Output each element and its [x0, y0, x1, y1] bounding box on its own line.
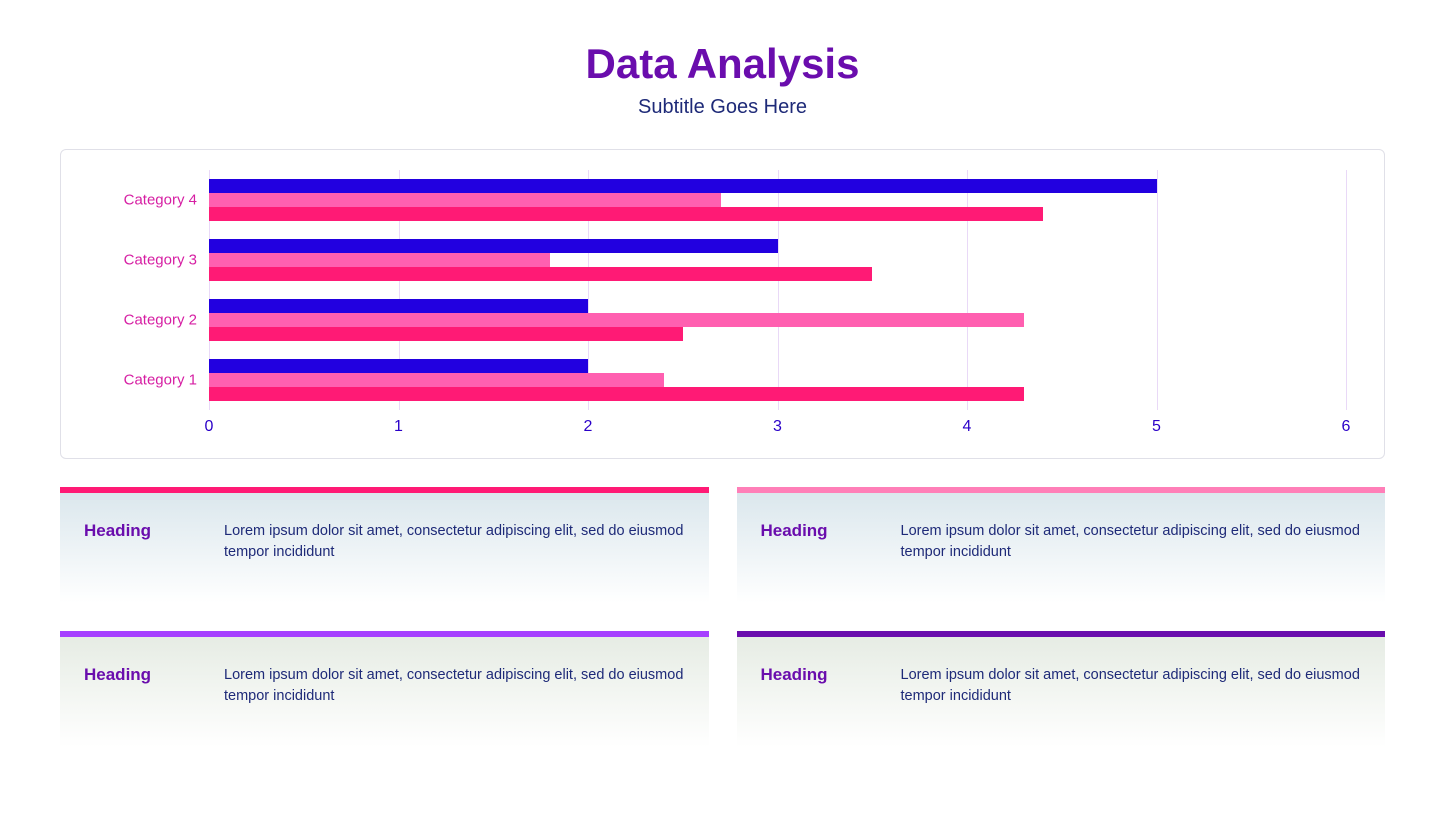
category-group: Category 2 [209, 290, 1346, 350]
x-tick-label: 2 [584, 418, 593, 436]
card-body: Heading Lorem ipsum dolor sit amet, conse… [737, 493, 1386, 603]
x-tick-label: 6 [1342, 418, 1351, 436]
card-body: Heading Lorem ipsum dolor sit amet, conse… [60, 493, 709, 603]
category-label: Category 2 [124, 312, 197, 329]
info-card: Heading Lorem ipsum dolor sit amet, conse… [737, 631, 1386, 747]
info-card: Heading Lorem ipsum dolor sit amet, conse… [60, 631, 709, 747]
category-group: Category 1 [209, 350, 1346, 410]
x-tick-label: 4 [963, 418, 972, 436]
category-label: Category 3 [124, 252, 197, 269]
bar [209, 207, 1043, 221]
bar [209, 267, 872, 281]
bar [209, 193, 721, 207]
bar [209, 299, 588, 313]
chart-bars: Category 4Category 3Category 2Category 1 [209, 170, 1346, 410]
category-group: Category 4 [209, 170, 1346, 230]
card-body: Heading Lorem ipsum dolor sit amet, conse… [737, 637, 1386, 747]
chart-area: Category 4Category 3Category 2Category 1… [89, 170, 1356, 440]
card-heading: Heading [84, 521, 194, 563]
bar [209, 387, 1024, 401]
bar [209, 253, 550, 267]
bar [209, 179, 1157, 193]
category-group: Category 3 [209, 230, 1346, 290]
info-card: Heading Lorem ipsum dolor sit amet, conse… [60, 487, 709, 603]
bar [209, 359, 588, 373]
bar [209, 239, 778, 253]
card-text: Lorem ipsum dolor sit amet, consectetur … [901, 521, 1362, 563]
bar [209, 373, 664, 387]
card-body: Heading Lorem ipsum dolor sit amet, conse… [60, 637, 709, 747]
x-tick-label: 0 [205, 418, 214, 436]
info-card: Heading Lorem ipsum dolor sit amet, conse… [737, 487, 1386, 603]
card-text: Lorem ipsum dolor sit amet, consectetur … [901, 665, 1362, 707]
card-heading: Heading [761, 521, 871, 563]
bar [209, 313, 1024, 327]
card-text: Lorem ipsum dolor sit amet, consectetur … [224, 521, 685, 563]
card-text: Lorem ipsum dolor sit amet, consectetur … [224, 665, 685, 707]
x-tick-label: 1 [394, 418, 403, 436]
card-heading: Heading [84, 665, 194, 707]
category-label: Category 1 [124, 372, 197, 389]
x-tick-label: 5 [1152, 418, 1161, 436]
page-title: Data Analysis [60, 40, 1385, 88]
gridline [1346, 170, 1347, 410]
chart-container: Category 4Category 3Category 2Category 1… [60, 149, 1385, 459]
chart-x-axis: 0123456 [209, 414, 1346, 440]
page-subtitle: Subtitle Goes Here [60, 96, 1385, 119]
bar [209, 327, 683, 341]
x-tick-label: 3 [773, 418, 782, 436]
header: Data Analysis Subtitle Goes Here [60, 40, 1385, 119]
category-label: Category 4 [124, 192, 197, 209]
info-cards: Heading Lorem ipsum dolor sit amet, conse… [60, 487, 1385, 747]
card-heading: Heading [761, 665, 871, 707]
